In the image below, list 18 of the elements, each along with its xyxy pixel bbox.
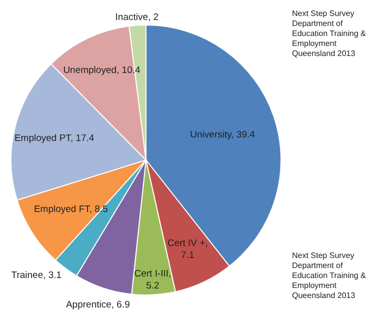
data-label: , 6.9 <box>111 299 130 310</box>
slice-label: Unemployed <box>63 64 117 76</box>
slice-label: Inactive <box>115 12 148 23</box>
slice-label: Apprentice <box>66 299 112 310</box>
slice-label: University <box>190 130 232 141</box>
slice-label: Cert I-III <box>134 268 169 280</box>
slice-label: Employed FT <box>34 204 90 215</box>
data-label: , 39.4 <box>231 130 255 141</box>
text: Next Step Survey Department of Education Training & Employment Queensland 2013 <box>292 251 366 300</box>
data-label: , 17.4 <box>70 133 94 144</box>
slice-label: Trainee <box>11 270 44 281</box>
slice-label: Employed PT <box>14 133 70 144</box>
data-label: , 2 <box>148 12 159 23</box>
data-label: , 10.4 <box>116 64 140 76</box>
text: Next Step Survey Department of Education Training & Employment Queensland 2013 <box>292 9 366 58</box>
data-label: , 3.1 <box>43 270 62 281</box>
data-label: , 8.5 <box>89 204 108 215</box>
slice-label: Cert IV + <box>167 238 206 249</box>
